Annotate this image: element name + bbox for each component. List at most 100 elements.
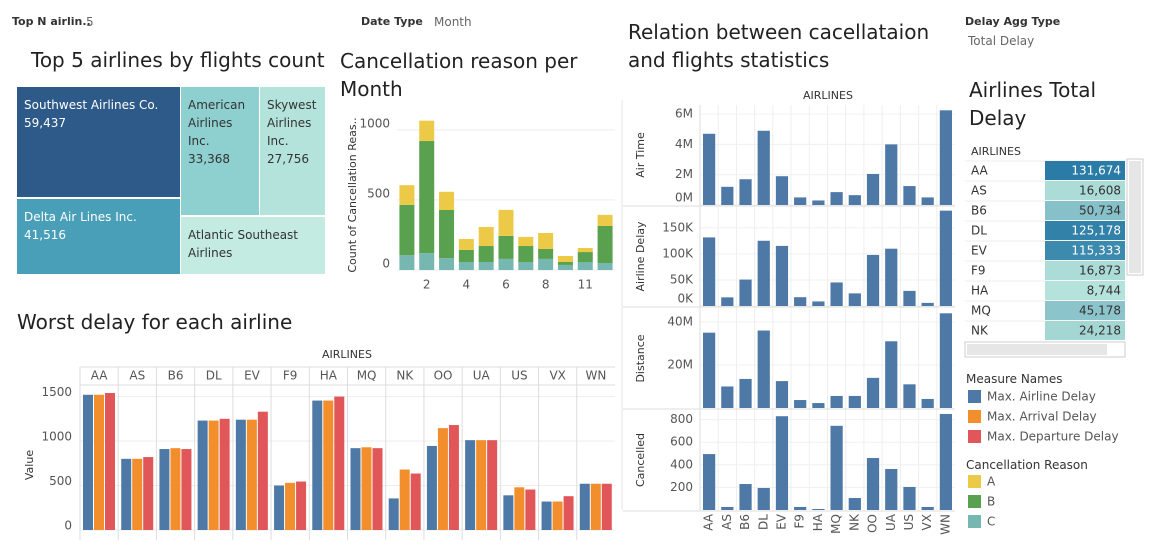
bar	[921, 506, 934, 510]
bar	[721, 386, 734, 408]
bar	[159, 449, 170, 530]
x-category: WN	[585, 369, 606, 383]
bar	[903, 290, 916, 306]
x-category: OO	[434, 369, 453, 383]
bar	[361, 447, 372, 530]
bar	[525, 489, 536, 530]
legend-title: Measure Names	[966, 372, 1063, 386]
bar	[350, 448, 361, 530]
bar	[757, 487, 770, 510]
x-tick-label: 11	[578, 278, 593, 292]
treemap-cell	[260, 87, 325, 215]
bar-segment	[538, 258, 554, 270]
x-tick-label: EV	[774, 513, 788, 530]
bar	[866, 458, 880, 510]
bar	[285, 482, 296, 530]
bar	[94, 394, 104, 530]
control-label: Top N airlin..	[12, 15, 91, 28]
bar	[885, 468, 898, 510]
bar	[143, 457, 154, 530]
bar	[775, 176, 789, 205]
bar	[721, 186, 734, 205]
x-tick-label: F9	[793, 514, 807, 529]
legend-swatch	[968, 475, 981, 488]
bar	[939, 413, 952, 510]
bar-segment	[439, 191, 455, 210]
bar	[105, 393, 115, 530]
bar	[399, 469, 410, 530]
cell-value: 27,756	[267, 152, 309, 166]
cell	[1045, 241, 1125, 260]
cell	[1045, 261, 1125, 280]
legend-swatch	[968, 430, 981, 443]
bar-segment	[538, 248, 554, 259]
bar-segment	[498, 209, 514, 236]
row-label: EV	[971, 244, 988, 258]
y-tick-label: 0M	[675, 191, 693, 205]
cell	[1045, 321, 1125, 340]
bar	[757, 240, 770, 306]
bar	[903, 384, 916, 408]
bar	[563, 496, 574, 530]
x-header: AIRLINES	[322, 348, 372, 361]
row-label: HA	[971, 284, 989, 298]
x-category: MQ	[357, 369, 377, 383]
bar-segment	[498, 258, 514, 270]
bar	[219, 418, 230, 530]
y-tick-label: 200	[670, 480, 693, 494]
y-tick-label: 150K	[662, 220, 694, 234]
x-tick-label: 2	[423, 278, 431, 292]
bar	[848, 195, 861, 205]
bar	[812, 403, 825, 408]
cell-value: 59,437	[24, 116, 66, 130]
x-category: AA	[91, 369, 109, 383]
panel-label: Airline Delay	[634, 221, 647, 291]
cell	[1045, 301, 1125, 320]
cell-value: 50,734	[1079, 204, 1121, 218]
row-label: B6	[971, 204, 987, 218]
bar-segment	[419, 141, 435, 254]
bar	[739, 484, 752, 510]
bar-segment	[577, 252, 593, 263]
cell-value: 8,744	[1087, 284, 1121, 298]
bar-segment	[439, 258, 455, 270]
x-category: EV	[244, 369, 261, 383]
row-label: DL	[971, 224, 987, 238]
x-category: AS	[129, 369, 145, 383]
bar	[866, 254, 880, 306]
x-category: UA	[473, 369, 491, 383]
bar	[866, 377, 880, 408]
control-label: Delay Agg Type	[965, 15, 1061, 28]
bar	[601, 483, 612, 530]
bar	[372, 448, 383, 530]
bar	[703, 237, 716, 306]
bar-segment	[399, 185, 415, 205]
bar	[830, 192, 843, 205]
bar	[132, 458, 143, 530]
cell-label: Atlantic Southeast Airlines	[188, 228, 299, 260]
treemap-cell	[17, 199, 180, 274]
bar	[312, 400, 323, 530]
control-label: Date Type	[361, 15, 423, 28]
y-tick-label: 4M	[675, 137, 693, 151]
bar	[552, 501, 563, 530]
bar-segment	[518, 236, 534, 247]
bar	[465, 440, 476, 530]
cell-value: 41,516	[24, 228, 66, 242]
row-label: MQ	[971, 304, 991, 318]
bar	[721, 506, 734, 510]
legend-title: Cancellation Reason	[966, 458, 1088, 472]
bar	[939, 210, 952, 306]
bar	[939, 313, 952, 408]
bar	[885, 248, 898, 306]
cell-value: 16,873	[1079, 264, 1121, 278]
cell-label: Southwest Airlines Co.	[24, 98, 159, 112]
x-tick-label: AA	[702, 513, 716, 531]
bar-segment	[478, 226, 494, 247]
bar-segment	[557, 255, 573, 263]
x-tick-label: HA	[811, 513, 825, 531]
bar	[775, 416, 789, 510]
legend-swatch	[968, 515, 981, 528]
legend-label: Max. Airline Delay	[987, 390, 1096, 404]
